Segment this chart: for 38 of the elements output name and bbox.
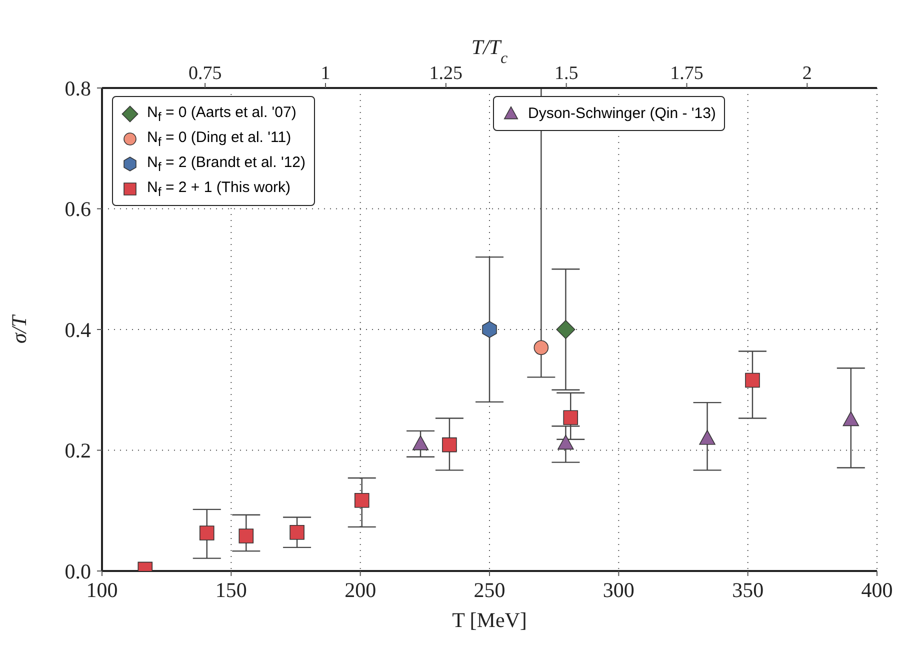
- point: [699, 430, 716, 445]
- point: [290, 524, 304, 540]
- x-axis-title: T [MeV]: [452, 608, 527, 632]
- legend-label: N$_{f}$ = 2 + 1 (This work): [147, 178, 291, 198]
- x-tick-label: 350: [732, 578, 764, 602]
- y-tick-label: 0.6: [64, 197, 91, 222]
- y-tick-label: 0.2: [64, 438, 91, 463]
- legend-label: N$_{f}$ = 2 (Brandt et al. '12): [147, 154, 306, 174]
- x2-tick-label: 1.25: [429, 63, 463, 84]
- legend-label: N$_{f}$ = 0 (Ding et al. '11): [147, 128, 292, 148]
- point: [412, 435, 429, 450]
- x-tick-label: 150: [215, 578, 247, 602]
- y-tick-label: 0.4: [64, 318, 92, 342]
- x-tick-label: 250: [474, 578, 506, 602]
- point: [556, 320, 576, 339]
- x-tick-label: 300: [602, 578, 634, 602]
- point: [199, 526, 214, 540]
- x2-tick-label: 0.75: [188, 63, 222, 84]
- point: [745, 372, 760, 388]
- x-tick-label: 200: [344, 578, 376, 602]
- x2-tick-label: 1.75: [670, 63, 704, 84]
- point: [354, 492, 370, 508]
- legend-label: Dyson-Schwinger (Qin - '13): [528, 105, 716, 122]
- x2-tick-label: 2: [802, 63, 812, 84]
- legend-label: N$_{f}$ = 0 (Aarts et al. '07): [147, 104, 296, 124]
- point: [534, 340, 549, 356]
- x2-tick-label: 1: [320, 63, 330, 84]
- x2-axis-title: T/T$_{c}$: [471, 35, 508, 66]
- y-tick-label: 0.8: [64, 76, 91, 100]
- point: [842, 411, 860, 426]
- x-tick-label: 400: [861, 578, 893, 602]
- y-axis-title: σ/T: [7, 314, 31, 344]
- point: [442, 437, 457, 452]
- x2-tick-label: 1.5: [554, 63, 578, 84]
- point: [563, 410, 578, 426]
- point: [482, 321, 497, 338]
- point: [558, 434, 574, 450]
- point: [238, 528, 254, 544]
